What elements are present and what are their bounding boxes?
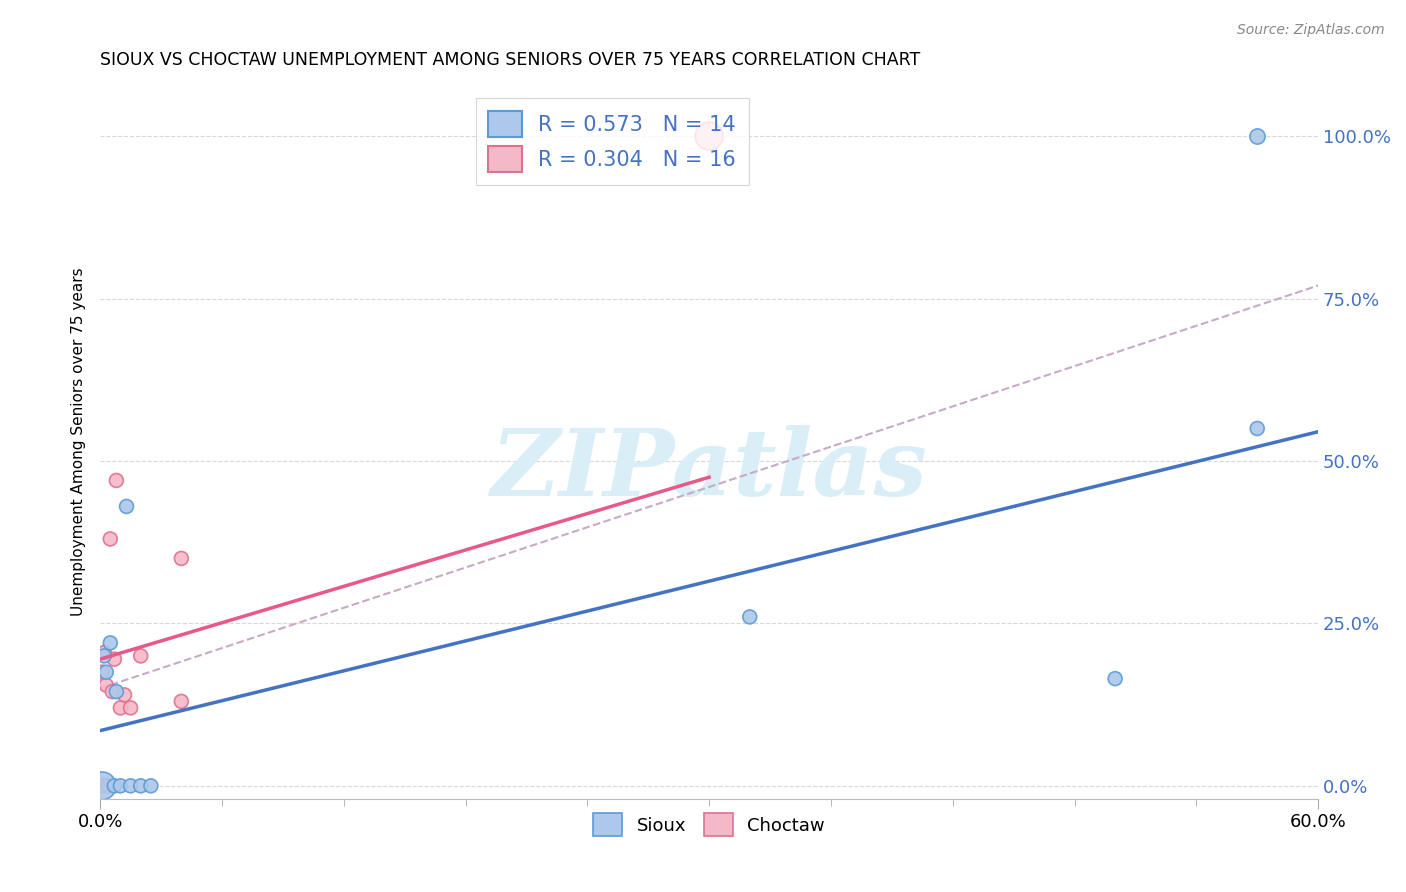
Point [101,684,124,698]
Text: Source: ZipAtlas.com: Source: ZipAtlas.com [1237,23,1385,37]
Point [93,648,115,663]
Point [120,701,142,715]
Legend: Sioux, Choctaw: Sioux, Choctaw [586,805,832,844]
Point [170,694,193,708]
Point [170,551,193,566]
Point [98,636,121,650]
Point [91,779,114,793]
Point [1104,672,1126,686]
Text: ZIPatlas: ZIPatlas [491,425,928,515]
Point [93,646,115,660]
Point [114,688,136,702]
Point [91,665,114,680]
Point [103,779,125,793]
Point [110,779,132,793]
Point [97,779,120,793]
Point [115,500,138,514]
Point [96,665,118,680]
Point [110,701,132,715]
Point [98,532,121,546]
Point [105,474,128,488]
Point [129,779,152,793]
Point [96,678,118,692]
Text: SIOUX VS CHOCTAW UNEMPLOYMENT AMONG SENIORS OVER 75 YEARS CORRELATION CHART: SIOUX VS CHOCTAW UNEMPLOYMENT AMONG SENI… [100,51,921,69]
Point [91,779,114,793]
Point [139,779,162,793]
Point [1246,129,1268,144]
Point [129,648,152,663]
Point [105,684,128,698]
Point [103,652,125,666]
Point [120,779,142,793]
Point [697,129,720,144]
Point [1246,421,1268,435]
Point [738,610,761,624]
Y-axis label: Unemployment Among Seniors over 75 years: Unemployment Among Seniors over 75 years [72,268,86,615]
